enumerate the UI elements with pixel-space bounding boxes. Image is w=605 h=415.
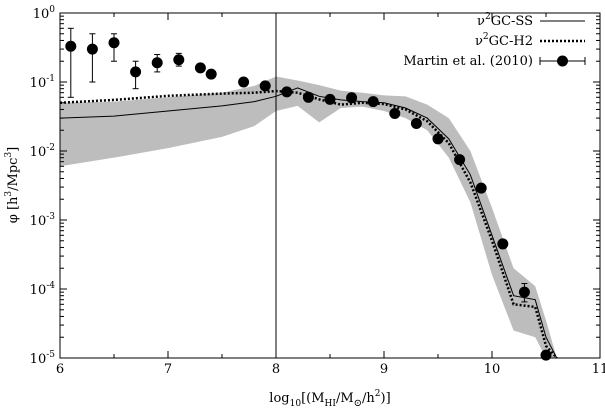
y-tick-label: 10-1 [30, 74, 55, 91]
data-point [346, 92, 358, 104]
data-point [281, 86, 293, 98]
data-point [389, 107, 401, 119]
data-point [205, 68, 217, 80]
legend-label-ss: ν2GC-SS [477, 12, 533, 29]
y-tick-label: 10-5 [30, 350, 56, 367]
x-tick-label: 7 [164, 362, 172, 377]
confidence-band-layer [60, 76, 557, 358]
data-point [367, 96, 379, 108]
x-tick-label: 8 [272, 362, 280, 377]
y-tick-label: 10-2 [30, 143, 55, 160]
y-tick-label: 10-3 [30, 212, 56, 229]
data-point [324, 93, 336, 105]
data-point [432, 133, 444, 145]
y-tick-label: 100 [33, 5, 56, 22]
data-point [518, 286, 530, 298]
x-tick-label: 9 [380, 362, 388, 377]
data-point [238, 76, 250, 88]
legend-label-h2: ν2GC-H2 [475, 32, 533, 49]
y-axis-label: φ [h3/Mpc3] [4, 147, 21, 224]
data-point [194, 62, 206, 74]
x-tick-label: 6 [56, 362, 64, 377]
data-point [475, 182, 487, 194]
legend: ν2GC-SS ν2GC-H2 Martin et al. (2010) [403, 12, 586, 69]
data-point [454, 154, 466, 166]
data-point [259, 80, 271, 92]
x-tick-label: 11 [592, 362, 605, 377]
x-tick-label: 10 [484, 362, 501, 377]
data-point [497, 238, 509, 250]
legend-label-martin: Martin et al. (2010) [403, 54, 533, 69]
ticks-layer [59, 12, 601, 359]
data-point [86, 43, 98, 55]
data-point [302, 91, 314, 103]
x-axis-label: log10[(MHI/M⊙/h2)] [269, 389, 390, 409]
data-point [108, 37, 120, 49]
legend-swatch-martin-marker [557, 55, 568, 67]
y-tick-label: 10-4 [30, 281, 56, 298]
data-point [151, 57, 163, 69]
data-point [173, 54, 185, 66]
data-point [130, 66, 142, 78]
confidence-band [60, 76, 557, 358]
data-point [65, 40, 77, 52]
data-point [410, 118, 422, 130]
